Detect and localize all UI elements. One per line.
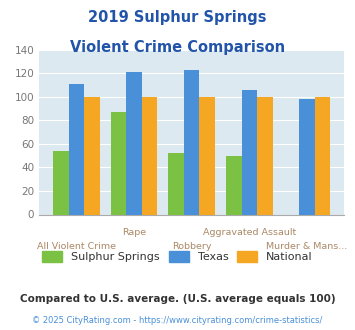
Text: All Violent Crime: All Violent Crime <box>37 242 116 251</box>
Text: Rape: Rape <box>122 228 146 237</box>
Text: Violent Crime Comparison: Violent Crime Comparison <box>70 40 285 54</box>
Text: Compared to U.S. average. (U.S. average equals 100): Compared to U.S. average. (U.S. average … <box>20 294 335 304</box>
Text: Robbery: Robbery <box>172 242 212 251</box>
Bar <box>53 151 69 214</box>
Text: © 2025 CityRating.com - https://www.cityrating.com/crime-statistics/: © 2025 CityRating.com - https://www.city… <box>32 316 323 325</box>
Bar <box>242 89 257 214</box>
Bar <box>299 99 315 214</box>
Bar <box>84 97 100 214</box>
Bar <box>126 72 142 215</box>
Bar <box>200 97 215 214</box>
Bar <box>226 155 242 214</box>
Bar <box>184 70 200 214</box>
Bar <box>257 97 273 214</box>
Bar <box>168 153 184 214</box>
Bar <box>315 97 331 214</box>
Text: Aggravated Assault: Aggravated Assault <box>203 228 296 237</box>
Bar <box>142 97 157 214</box>
Bar <box>111 112 126 214</box>
Legend: Sulphur Springs, Texas, National: Sulphur Springs, Texas, National <box>38 247 317 267</box>
Bar <box>69 84 84 214</box>
Text: Murder & Mans...: Murder & Mans... <box>267 242 348 251</box>
Text: 2019 Sulphur Springs: 2019 Sulphur Springs <box>88 10 267 25</box>
